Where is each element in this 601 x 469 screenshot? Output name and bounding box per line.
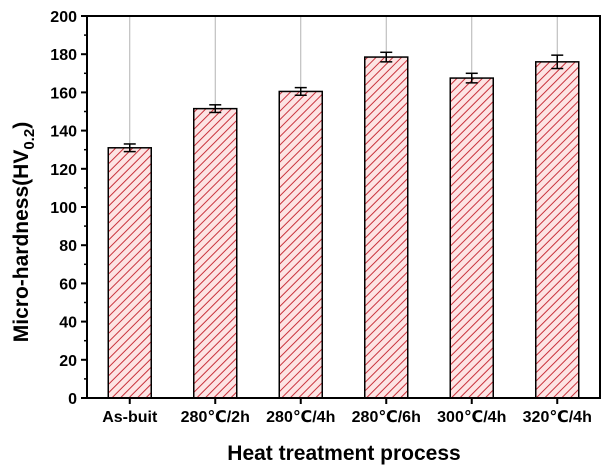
y-tick-label: 0 [68,391,77,408]
y-tick-label: 120 [50,162,77,179]
x-axis-title: Heat treatment process [227,442,460,465]
plot-frame [86,15,601,399]
x-tick-label: 280℃/2h [181,409,250,426]
bars-layer [107,51,580,399]
bar [535,61,580,399]
y-tick-label: 200 [50,9,77,26]
y-tick-label: 180 [50,47,77,64]
x-tick-label: 280℃/6h [352,409,421,426]
ticks-layer: 0 20 40 60 80 100 120 140 160 180 200 As-buit 280℃/2… [50,9,592,426]
axes-layer [86,15,601,399]
x-tick-label: 300℃/4h [437,409,506,426]
y-axis-title-main: Micro-hardness(HV [10,150,33,343]
bar [364,56,409,399]
y-tick-label: 140 [50,124,77,141]
bar [278,90,323,399]
y-tick-label: 60 [59,276,77,293]
x-tick-label: As-buit [102,409,158,426]
y-tick-label: 20 [59,353,77,370]
y-tick-label: 80 [59,238,77,255]
bar [107,147,152,399]
y-axis-title: Micro-hardness(HV0.2) [10,122,38,342]
y-axis-title-subscript: 0.2 [21,129,38,150]
bar [449,77,494,399]
y-tick-label: 40 [59,315,77,332]
y-axis-title-close: ) [10,122,33,129]
y-tick-label: 160 [50,85,77,102]
bar [193,107,238,399]
x-tick-label: 280℃/4h [266,409,335,426]
x-tick-label: 320℃/4h [523,409,592,426]
y-tick-label: 100 [50,200,77,217]
